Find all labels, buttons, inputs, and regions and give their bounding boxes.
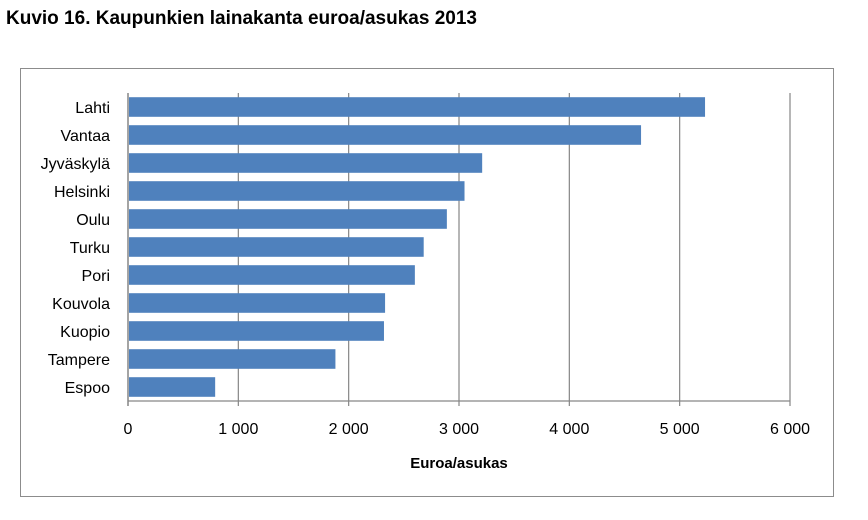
category-label: Espoo (65, 380, 110, 397)
x-tick-label: 3 000 (439, 421, 479, 438)
x-axis-title: Euroa/asukas (410, 455, 508, 472)
category-label: Kouvola (52, 296, 110, 313)
category-label: Kuopio (60, 324, 110, 341)
bar-kouvola (129, 293, 386, 313)
category-label: Vantaa (60, 128, 110, 145)
x-tick-label: 2 000 (329, 421, 369, 438)
category-label: Helsinki (54, 184, 110, 201)
category-label: Turku (70, 240, 110, 257)
chart-title: Kuvio 16. Kaupunkien lainakanta euroa/as… (6, 8, 477, 29)
bar-lahti (129, 97, 706, 117)
x-tick-label: 4 000 (549, 421, 589, 438)
category-label: Oulu (76, 212, 110, 229)
x-tick-label: 6 000 (770, 421, 810, 438)
chart-frame (20, 68, 834, 497)
bar-oulu (129, 209, 447, 229)
x-tick-label: 1 000 (218, 421, 258, 438)
bar-kuopio (129, 321, 384, 341)
x-tick-label: 5 000 (660, 421, 700, 438)
bar-tampere (129, 349, 336, 369)
bar-pori (129, 265, 415, 285)
bar-espoo (129, 377, 216, 397)
bar-turku (129, 237, 424, 257)
bar-helsinki (129, 181, 465, 201)
category-label: Jyväskylä (41, 156, 110, 173)
bar-jyväskylä (129, 153, 483, 173)
bar-vantaa (129, 125, 642, 145)
category-label: Tampere (48, 352, 110, 369)
category-label: Pori (82, 268, 110, 285)
x-tick-label: 0 (124, 421, 133, 438)
category-label: Lahti (75, 100, 110, 117)
